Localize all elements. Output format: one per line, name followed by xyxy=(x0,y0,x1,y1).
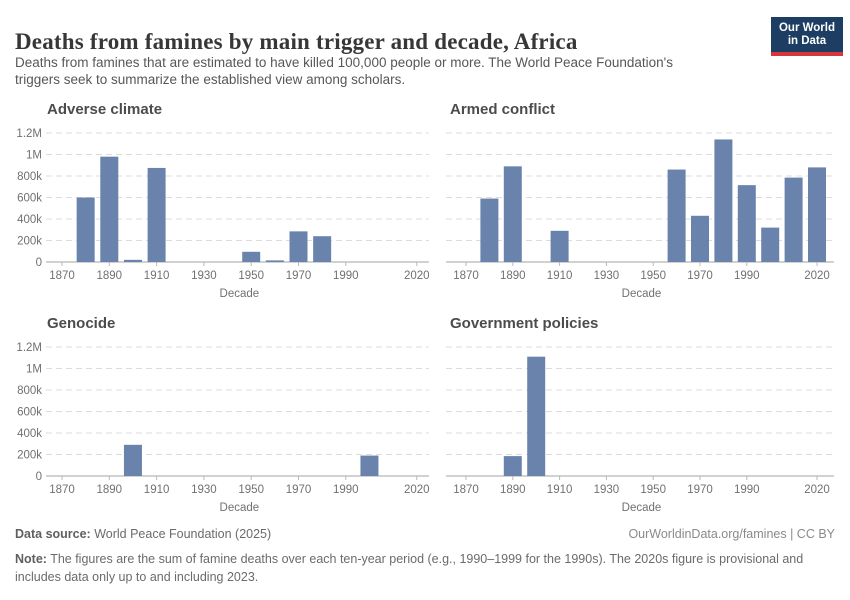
bar-genocide-2000[interactable] xyxy=(360,455,379,476)
owid-famines-link[interactable]: OurWorldinData.org/famines | CC BY xyxy=(628,527,835,541)
y-tick-label: 600k xyxy=(17,193,42,205)
chart-government-policies: 1870 1890 1910 1930 1950 1970 1990 2020 Decade xyxy=(446,346,834,514)
bar-adverse-climate-1960[interactable] xyxy=(265,260,284,262)
y-tick-label: 1M xyxy=(26,364,42,376)
bar-adverse-climate-1890[interactable] xyxy=(100,156,119,262)
y-tick-label: 0 xyxy=(36,257,42,269)
owid-logo-line2: in Data xyxy=(787,35,827,47)
footnote: Note: The figures are the sum of famine … xyxy=(15,551,827,586)
x-tick-label: 1950 xyxy=(640,484,666,496)
data-source: Data source: World Peace Foundation (202… xyxy=(15,527,271,541)
y-tick-label: 1M xyxy=(26,150,42,162)
y-tick-label: 800k xyxy=(17,171,42,183)
x-tick-label: 1970 xyxy=(286,484,312,496)
bar-adverse-climate-1970[interactable] xyxy=(289,231,308,262)
data-source-value: World Peace Foundation (2025) xyxy=(90,527,272,541)
y-tick-label: 800k xyxy=(17,385,42,397)
bar-armed-conflict-2010[interactable] xyxy=(784,177,803,262)
bar-adverse-climate-1980[interactable] xyxy=(313,236,332,262)
y-tick-label: 200k xyxy=(17,236,42,248)
chart-adverse-climate: 0 200k 400k 600k 800k 1M 1.2M 1870 1890 1910 1930 1… xyxy=(16,128,430,300)
x-tick-label: 1950 xyxy=(238,270,264,282)
bar-armed-conflict-1970[interactable] xyxy=(691,215,709,262)
x-tick-label: 1970 xyxy=(286,270,312,282)
subtitle-line-1: Deaths from famines that are estimated t… xyxy=(15,55,673,70)
x-tick-label: 1930 xyxy=(594,270,620,282)
x-tick-label: 1870 xyxy=(49,484,75,496)
bar-armed-conflict-1990[interactable] xyxy=(737,185,756,262)
x-tick-label: 1910 xyxy=(547,484,573,496)
bar-adverse-climate-1880[interactable] xyxy=(76,197,95,263)
y-tick-label: 0 xyxy=(36,471,42,483)
bar-adverse-climate-1950[interactable] xyxy=(242,251,261,262)
bar-government-policies-1890[interactable] xyxy=(503,456,522,476)
bar-armed-conflict-1890[interactable] xyxy=(503,166,522,262)
x-axis-title: Decade xyxy=(622,288,662,300)
x-axis-title: Decade xyxy=(220,288,260,300)
bar-adverse-climate-1900[interactable] xyxy=(123,259,142,262)
x-tick-label: 1990 xyxy=(734,484,760,496)
data-source-label: Data source: xyxy=(15,527,91,541)
x-tick-label: 2020 xyxy=(804,270,830,282)
owid-logo-line1: Our World xyxy=(778,22,835,34)
y-tick-label: 1.2M xyxy=(16,342,42,354)
x-tick-label: 1990 xyxy=(333,484,359,496)
bar-genocide-1900[interactable] xyxy=(123,444,142,476)
x-tick-label: 2020 xyxy=(404,484,430,496)
x-tick-label: 1950 xyxy=(640,270,666,282)
x-tick-label: 1870 xyxy=(453,484,479,496)
bar-armed-conflict-1910[interactable] xyxy=(550,230,569,262)
y-tick-label: 1.2M xyxy=(16,128,42,140)
y-tick-label: 400k xyxy=(17,214,42,226)
panel-title-armed-conflict: Armed conflict xyxy=(450,101,556,118)
bar-armed-conflict-2020[interactable] xyxy=(808,167,826,262)
bar-armed-conflict-1980[interactable] xyxy=(714,139,733,262)
bar-armed-conflict-1960[interactable] xyxy=(667,169,686,262)
x-tick-label: 1870 xyxy=(453,270,479,282)
page-title: Deaths from famines by main trigger and … xyxy=(15,29,578,55)
chart-subtitle: Deaths from famines that are estimated t… xyxy=(15,54,673,88)
x-tick-label: 1970 xyxy=(687,484,713,496)
panel-title-government-policies: Government policies xyxy=(450,315,599,332)
x-tick-label: 1910 xyxy=(547,270,573,282)
x-tick-label: 1890 xyxy=(97,270,123,282)
x-tick-label: 1870 xyxy=(49,270,75,282)
bar-armed-conflict-2000[interactable] xyxy=(761,227,780,262)
x-tick-label: 1890 xyxy=(97,484,123,496)
y-tick-label: 600k xyxy=(17,407,42,419)
chart-genocide: 0 200k 400k 600k 800k 1M 1.2M 1870 1890 1910 1930 1… xyxy=(16,342,430,514)
bar-adverse-climate-1910[interactable] xyxy=(147,167,166,262)
y-tick-label: 200k xyxy=(17,450,42,462)
footer: Data source: World Peace Foundation (202… xyxy=(15,527,835,541)
subtitle-line-2: triggers seek to summarize the establish… xyxy=(15,72,406,87)
footnote-label: Note: xyxy=(15,552,47,566)
bar-armed-conflict-1880[interactable] xyxy=(480,198,499,262)
x-tick-label: 1990 xyxy=(734,270,760,282)
panel-title-genocide: Genocide xyxy=(47,315,116,332)
x-tick-label: 1930 xyxy=(594,484,620,496)
x-tick-label: 2020 xyxy=(804,484,830,496)
x-tick-label: 1910 xyxy=(144,484,170,496)
x-tick-label: 1930 xyxy=(191,270,217,282)
x-axis-title: Decade xyxy=(622,502,662,514)
x-tick-label: 1890 xyxy=(500,484,526,496)
x-tick-label: 1950 xyxy=(238,484,264,496)
footnote-line-2: includes data only up to and including 2… xyxy=(15,569,259,584)
chart-armed-conflict: 1870 1890 1910 1930 1950 1970 1990 2020 Decade xyxy=(446,132,834,300)
x-tick-label: 1930 xyxy=(191,484,217,496)
owid-logo[interactable]: Our World in Data xyxy=(770,17,843,56)
x-tick-label: 1970 xyxy=(687,270,713,282)
x-axis-title: Decade xyxy=(220,502,260,514)
bar-government-policies-1900[interactable] xyxy=(527,356,546,476)
footnote-line-1: Note: The figures are the sum of famine … xyxy=(15,552,804,566)
x-tick-label: 2020 xyxy=(404,270,430,282)
x-tick-label: 1910 xyxy=(144,270,170,282)
panel-title-adverse-climate: Adverse climate xyxy=(47,101,163,118)
x-tick-label: 1890 xyxy=(500,270,526,282)
x-tick-label: 1990 xyxy=(333,270,359,282)
y-tick-label: 400k xyxy=(17,428,42,440)
